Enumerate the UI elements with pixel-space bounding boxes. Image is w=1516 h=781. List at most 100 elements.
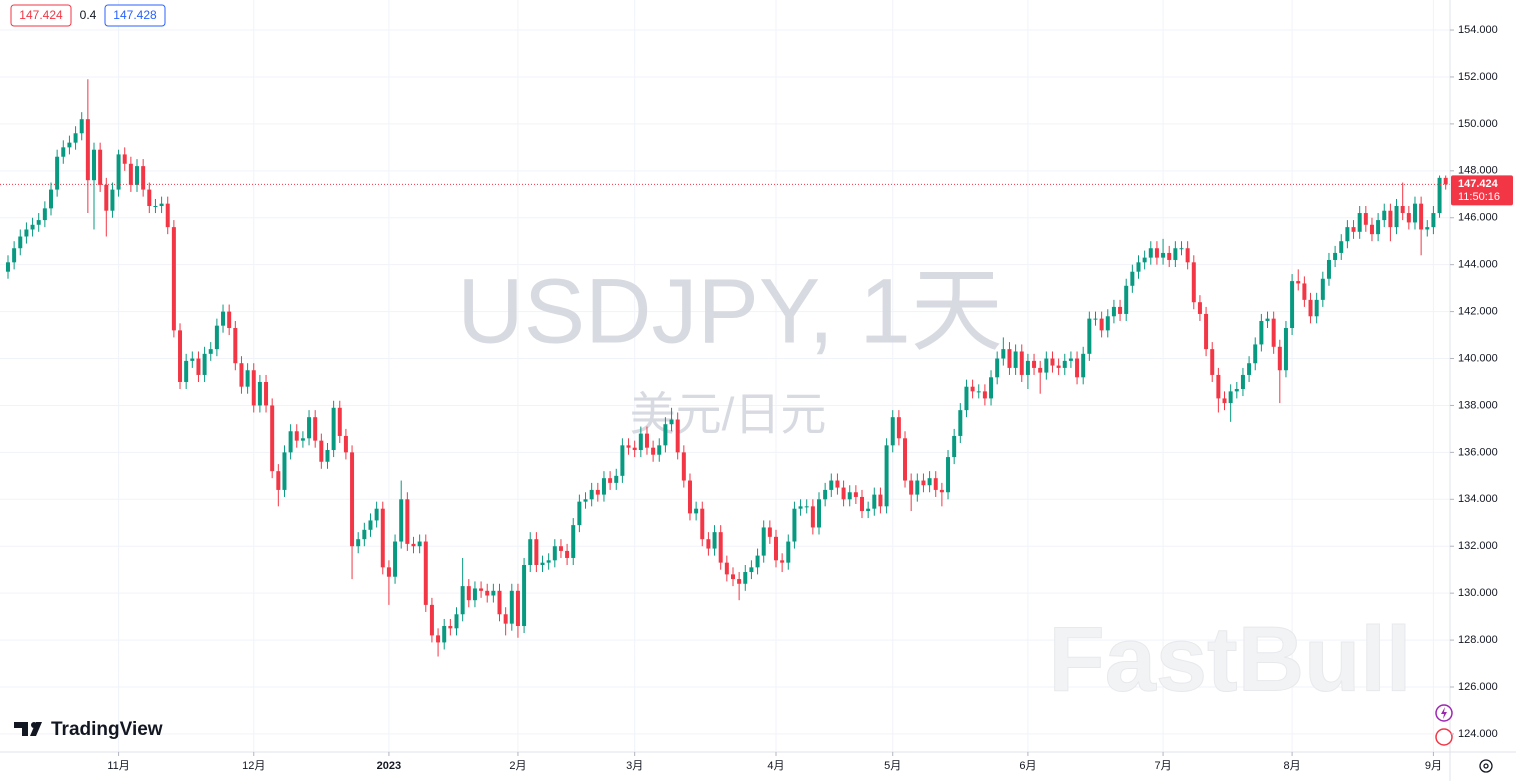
candle-body: [989, 377, 994, 399]
brand-watermark: FastBull: [1049, 608, 1412, 710]
candle-body: [491, 590, 496, 596]
candle-body: [147, 189, 152, 207]
candle-body: [632, 447, 637, 451]
candle-body: [36, 220, 41, 225]
candle-body: [589, 489, 594, 500]
candle-body: [221, 311, 226, 326]
candle-body: [264, 381, 269, 406]
candle-body: [657, 445, 662, 455]
candle-body: [79, 119, 84, 134]
y-tick-label: 142.000: [1458, 305, 1498, 317]
candle-body: [1154, 248, 1159, 258]
candle-body: [583, 499, 588, 502]
candle-body: [190, 358, 195, 361]
candle-body: [952, 435, 957, 458]
candle-body: [558, 546, 563, 551]
candle-body: [730, 574, 735, 580]
y-tick-label: 146.000: [1458, 212, 1498, 224]
candle-body: [1443, 177, 1448, 185]
candle-body: [171, 227, 176, 331]
candle-body: [1173, 248, 1178, 260]
y-tick-label: 134.000: [1458, 493, 1498, 505]
candle-body: [694, 508, 699, 514]
candle-body: [331, 407, 336, 451]
candle-body: [1419, 203, 1424, 230]
candle-body: [411, 543, 416, 547]
candle-body: [405, 499, 410, 544]
candle-body: [307, 417, 312, 439]
candle-body: [773, 536, 778, 561]
candle-body: [110, 189, 115, 211]
ask-price: 147.428: [113, 8, 157, 22]
candle-body: [313, 417, 318, 441]
x-tick-label: 12月: [242, 760, 265, 772]
y-tick-label: 154.000: [1458, 24, 1498, 36]
candle-body: [651, 447, 656, 455]
candle-body: [528, 539, 533, 565]
candle-body: [294, 431, 299, 441]
candle-body: [515, 590, 520, 627]
candle-body: [706, 539, 711, 549]
candle-body: [1345, 227, 1350, 242]
event-icon-bolt: [1441, 707, 1447, 719]
candle-body: [1007, 349, 1012, 368]
candle-body: [896, 417, 901, 439]
candle-body: [85, 119, 90, 181]
last-price-label: 147.424: [1458, 178, 1499, 190]
candle-body: [780, 560, 785, 563]
candle-body: [841, 487, 846, 500]
candle-body: [227, 311, 232, 329]
candle-body: [92, 149, 97, 181]
candle-body: [350, 452, 355, 547]
candle-body: [436, 635, 441, 643]
candle-body: [749, 567, 754, 573]
candle-body: [835, 480, 840, 488]
candle-body: [1437, 177, 1442, 214]
x-tick-label: 2月: [509, 760, 526, 772]
candle-body: [669, 419, 674, 425]
candle-body: [454, 614, 459, 629]
candle-body: [257, 381, 262, 406]
candle-body: [24, 229, 29, 237]
candle-body: [571, 525, 576, 558]
candle-body: [1222, 398, 1227, 404]
candle-body: [620, 445, 625, 476]
candle-body: [681, 452, 686, 481]
candle-body: [1013, 351, 1018, 368]
candle-body: [872, 494, 877, 509]
candle-body: [393, 541, 398, 577]
candle-body: [700, 508, 705, 540]
candle-body: [509, 590, 514, 624]
candle-body: [128, 163, 133, 185]
candle-body: [1142, 257, 1147, 263]
candle-body: [1271, 318, 1276, 347]
x-tick-label: 5月: [884, 760, 901, 772]
candle-body: [270, 405, 275, 472]
candle-body: [368, 520, 373, 530]
candle-body: [884, 445, 889, 507]
candle-body: [743, 572, 748, 584]
candle-body: [343, 435, 348, 453]
candle-body: [1253, 344, 1258, 364]
candle-body: [644, 433, 649, 448]
candle-body: [98, 149, 103, 185]
candle-body: [460, 586, 465, 615]
candle-body: [687, 480, 692, 514]
candle-body: [601, 478, 606, 495]
settings-icon[interactable]: [1479, 759, 1493, 773]
flag-icon[interactable]: [1435, 728, 1453, 746]
candle-body: [1412, 203, 1417, 223]
candle-body: [196, 358, 201, 375]
candle-body: [1087, 318, 1092, 354]
candle-body: [1075, 358, 1080, 378]
candle-body: [614, 475, 619, 483]
price-box: [10, 4, 72, 27]
candle-body: [362, 529, 367, 540]
candle-body: [5, 262, 10, 272]
countdown: 11:50:16: [1458, 191, 1500, 203]
candle-body: [1118, 306, 1123, 314]
candle-body: [1320, 278, 1325, 300]
logo-dot: [31, 722, 37, 728]
candle-body: [860, 496, 865, 512]
candle-body: [104, 184, 109, 211]
